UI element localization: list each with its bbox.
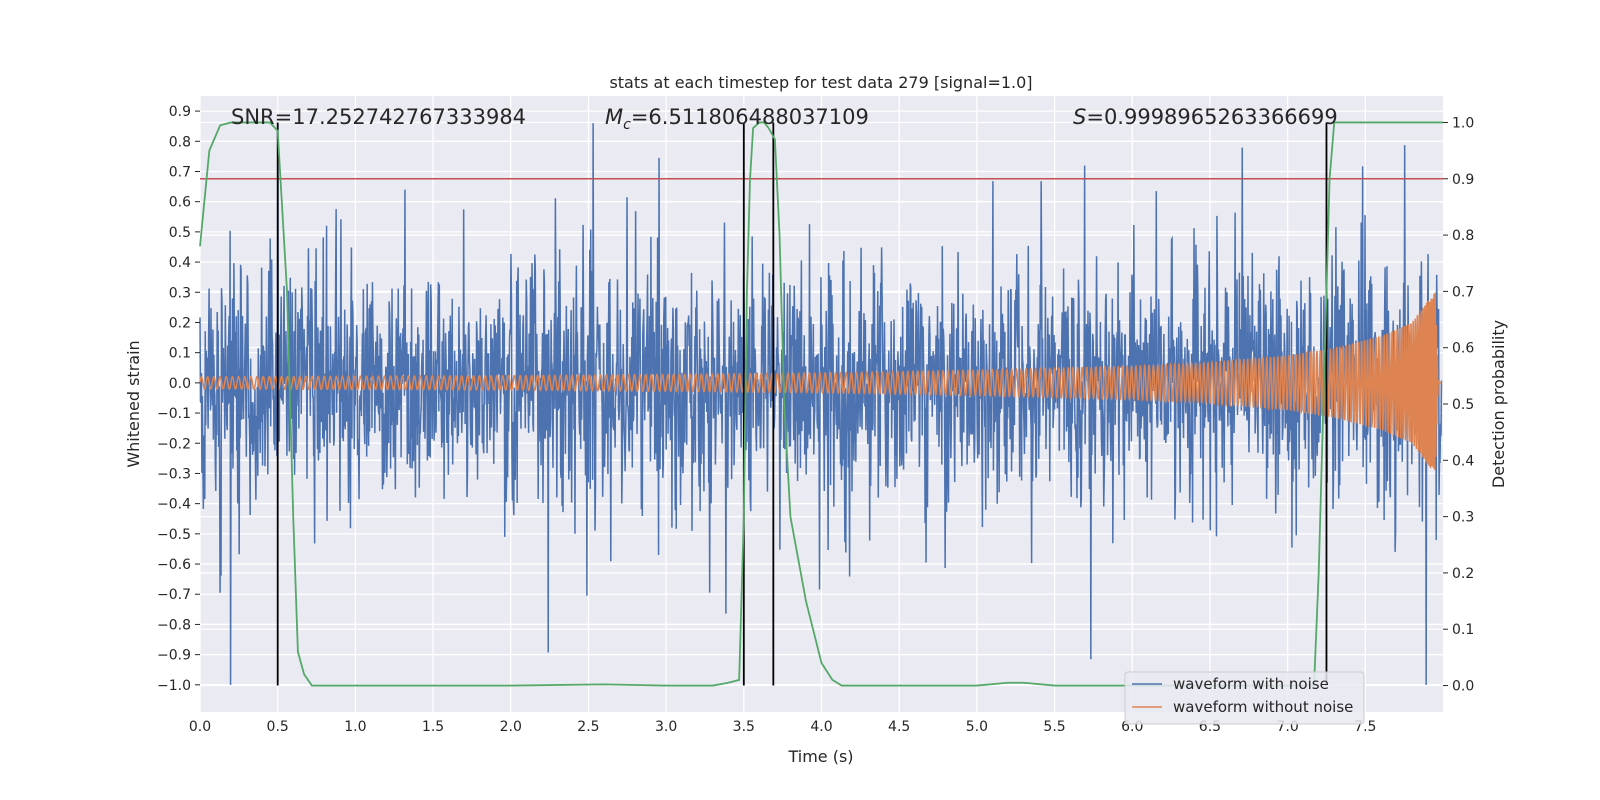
y-tick-label: 0.9 [169, 104, 191, 120]
x-tick-label: 5.5 [1043, 719, 1065, 735]
y-tick-label: 0.7 [169, 164, 191, 180]
x-tick-label: 4.0 [810, 719, 832, 735]
y2-tick-label: 0.3 [1452, 510, 1474, 526]
legend-label-clean: waveform without noise [1173, 698, 1353, 716]
y-tick-label: 0.4 [169, 255, 191, 271]
noise-trace [199, 123, 1443, 685]
y-tick-label: −0.6 [157, 557, 191, 573]
y-axis-label: Whitened strain [124, 340, 143, 467]
clean-trace [199, 292, 1442, 470]
x-tick-label: 2.5 [577, 719, 599, 735]
y-tick-label: −0.5 [157, 527, 191, 543]
y-tick-label: −0.1 [157, 406, 191, 422]
legend: waveform with noise waveform without noi… [1124, 671, 1365, 725]
x-axis-label: Time (s) [787, 747, 853, 766]
x-tick-label: 5.0 [966, 719, 988, 735]
mc-symbol: M [605, 105, 623, 129]
y2-tick-label: 0.1 [1452, 622, 1474, 638]
y-axis-ticks: 0.9 0.8 0.7 0.6 0.5 0.4 0.3 0.2 0.1 0.0 −0.1 −0.2 −0… [157, 104, 200, 694]
x-tick-label: 3.5 [733, 719, 755, 735]
x-tick-label: 2.0 [500, 719, 522, 735]
y-tick-label: −1.0 [157, 678, 191, 694]
y-tick-label: 0.0 [169, 376, 191, 392]
y-tick-label: −0.4 [157, 497, 191, 513]
y2-tick-label: 0.4 [1452, 453, 1474, 469]
y2-axis-ticks: 1.0 0.9 0.8 0.7 0.6 0.5 0.4 0.3 0.2 0.1 0.0 [1443, 115, 1474, 695]
y-tick-label: 0.6 [169, 195, 191, 211]
y-tick-label: −0.9 [157, 648, 191, 664]
waveform-without-noise [199, 292, 1442, 470]
y2-tick-label: 1.0 [1452, 115, 1474, 131]
mc-annotation: Mc=6.511806488037109 [605, 105, 869, 133]
x-tick-label: 4.5 [888, 719, 910, 735]
x-tick-label: 1.5 [422, 719, 444, 735]
legend-box [1124, 671, 1365, 725]
s-value: =0.9998965263366699 [1086, 105, 1337, 129]
overlay-lines [199, 121, 1443, 687]
x-tick-label: 1.0 [344, 719, 366, 735]
y-tick-label: 0.5 [169, 225, 191, 241]
y-tick-label: −0.3 [157, 466, 191, 482]
x-tick-label: 3.0 [655, 719, 677, 735]
waveform-with-noise [199, 123, 1443, 685]
detection-probability-line [199, 121, 1443, 687]
mc-subscript: c [623, 117, 631, 133]
y2-tick-label: 0.7 [1452, 284, 1474, 300]
s-symbol: S [1073, 105, 1086, 129]
s-annotation: S=0.9998965263366699 [1073, 105, 1338, 129]
x-tick-label: 0.5 [267, 719, 289, 735]
y-tick-label: 0.2 [169, 315, 191, 331]
chart-title: stats at each timestep for test data 279… [609, 73, 1032, 92]
y2-tick-label: 0.9 [1452, 172, 1474, 188]
y2-tick-label: 0.5 [1452, 397, 1474, 413]
y2-tick-label: 0.0 [1452, 679, 1474, 695]
snr-annotation: SNR=17.252742767333984 [231, 105, 526, 129]
y-tick-label: 0.3 [169, 285, 191, 301]
y2-tick-label: 0.6 [1452, 341, 1474, 357]
mc-value: =6.511806488037109 [631, 105, 869, 129]
y-tick-label: −0.8 [157, 617, 191, 633]
y2-tick-label: 0.2 [1452, 566, 1474, 582]
y-tick-label: −0.7 [157, 587, 191, 603]
y-tick-label: −0.2 [157, 436, 191, 452]
y2-tick-label: 0.8 [1452, 228, 1474, 244]
legend-label-noise: waveform with noise [1173, 675, 1329, 693]
y-tick-label: 0.8 [169, 134, 191, 150]
y2-axis-label: Detection probability [1489, 320, 1508, 488]
x-tick-label: 0.0 [189, 719, 211, 735]
y-tick-label: 0.1 [169, 346, 191, 362]
